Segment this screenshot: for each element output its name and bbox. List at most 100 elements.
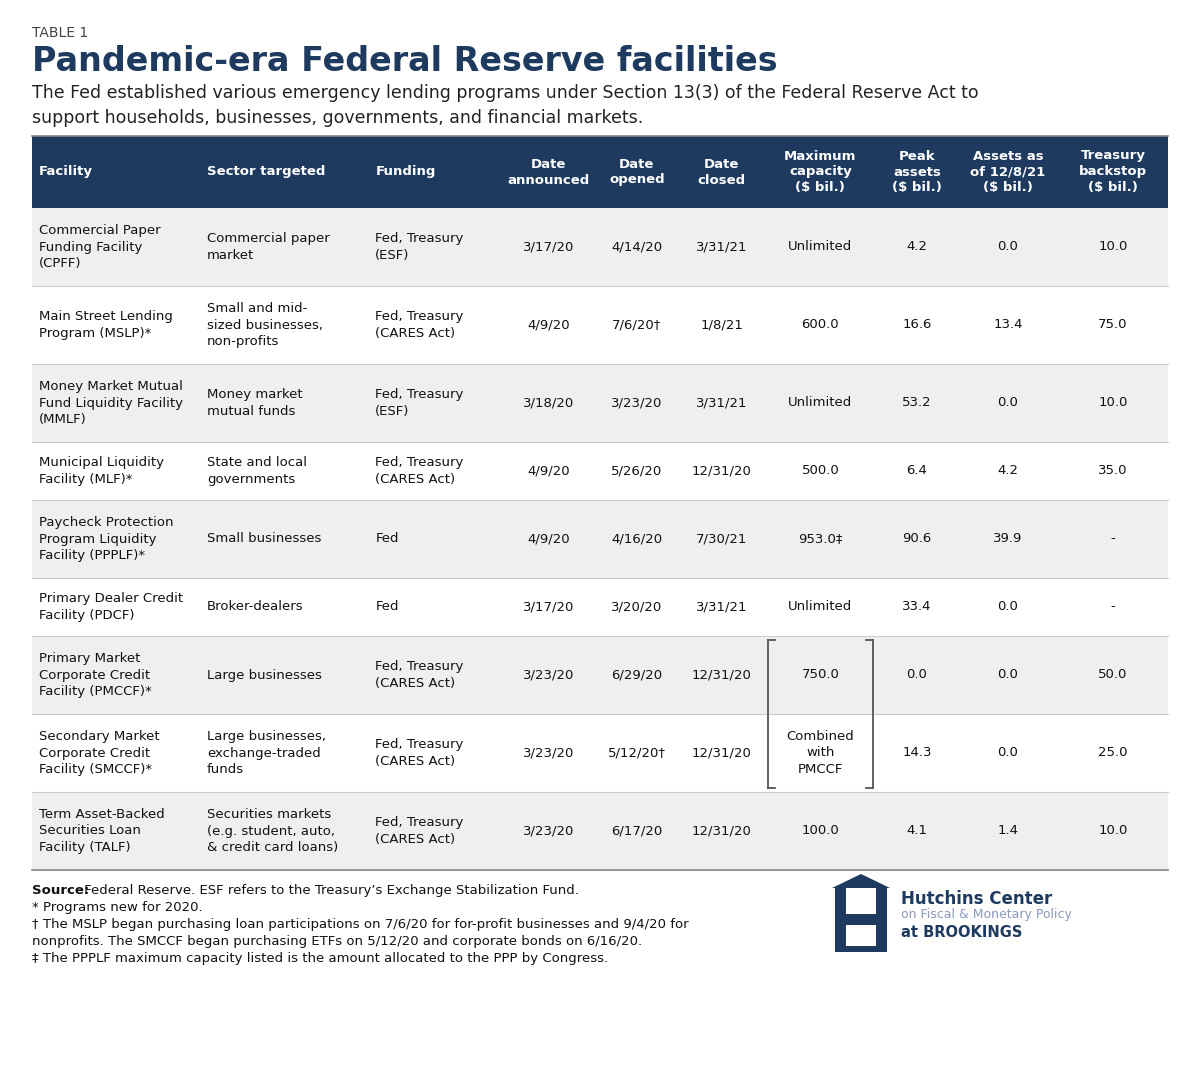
Text: Large businesses: Large businesses: [208, 668, 322, 681]
Text: 0.0: 0.0: [997, 668, 1019, 681]
Text: Unlimited: Unlimited: [788, 601, 852, 614]
Text: 10.0: 10.0: [1098, 825, 1128, 838]
Text: Pandemic-era Federal Reserve facilities: Pandemic-era Federal Reserve facilities: [32, 45, 778, 78]
Text: Facility: Facility: [38, 165, 94, 178]
Text: 90.6: 90.6: [902, 533, 931, 546]
Text: 3/23/20: 3/23/20: [611, 397, 662, 410]
Text: 5/12/20†: 5/12/20†: [608, 747, 666, 760]
Bar: [32, 636, 1168, 713]
Text: 10.0: 10.0: [1098, 397, 1128, 410]
Text: Date
closed: Date closed: [697, 158, 745, 187]
Text: State and local
governments: State and local governments: [208, 456, 307, 485]
Text: Fed, Treasury
(ESF): Fed, Treasury (ESF): [376, 232, 463, 262]
Bar: [835, 913, 887, 925]
Text: 3/20/20: 3/20/20: [611, 601, 662, 614]
Text: Maximum
capacity
($ bil.): Maximum capacity ($ bil.): [784, 149, 857, 195]
Text: 953.0‡: 953.0‡: [798, 533, 842, 546]
Text: 6/17/20: 6/17/20: [611, 825, 662, 838]
Text: 50.0: 50.0: [1098, 668, 1128, 681]
Bar: [835, 946, 887, 952]
Text: 0.0: 0.0: [997, 240, 1019, 254]
Text: nonprofits. The SMCCF began purchasing ETFs on 5/12/20 and corporate bonds on 6/: nonprofits. The SMCCF began purchasing E…: [32, 935, 642, 948]
Text: 1/8/21: 1/8/21: [700, 319, 743, 332]
Text: 3/23/20: 3/23/20: [523, 747, 575, 760]
Text: * Programs new for 2020.: * Programs new for 2020.: [32, 900, 203, 915]
Text: 33.4: 33.4: [902, 601, 931, 614]
Text: on Fiscal & Monetary Policy: on Fiscal & Monetary Policy: [901, 908, 1072, 921]
Bar: [32, 208, 1168, 286]
Text: Date
announced: Date announced: [508, 158, 590, 187]
Text: 750.0: 750.0: [802, 668, 839, 681]
Text: 12/31/20: 12/31/20: [691, 465, 751, 478]
Text: Commercial paper
market: Commercial paper market: [208, 232, 330, 262]
Bar: [32, 136, 1168, 208]
Bar: [32, 578, 1168, 636]
Text: Sector targeted: Sector targeted: [208, 165, 325, 178]
Text: 7/30/21: 7/30/21: [696, 533, 748, 546]
Text: Fed, Treasury
(CARES Act): Fed, Treasury (CARES Act): [376, 456, 463, 485]
Text: 0.0: 0.0: [997, 747, 1019, 760]
Text: Large businesses,
exchange-traded
funds: Large businesses, exchange-traded funds: [208, 730, 326, 776]
Text: Secondary Market
Corporate Credit
Facility (SMCCF)*: Secondary Market Corporate Credit Facili…: [38, 730, 160, 776]
Text: Fed, Treasury
(CARES Act): Fed, Treasury (CARES Act): [376, 816, 463, 845]
Text: Unlimited: Unlimited: [788, 397, 852, 410]
Text: 7/6/20†: 7/6/20†: [612, 319, 661, 332]
Bar: [835, 888, 846, 946]
Text: Main Street Lending
Program (MSLP)*: Main Street Lending Program (MSLP)*: [38, 310, 173, 339]
Text: TABLE 1: TABLE 1: [32, 26, 89, 40]
Text: 4/16/20: 4/16/20: [611, 533, 662, 546]
Text: † The MSLP began purchasing loan participations on 7/6/20 for for-profit busines: † The MSLP began purchasing loan partici…: [32, 918, 689, 931]
Text: Assets as
of 12/8/21
($ bil.): Assets as of 12/8/21 ($ bil.): [970, 149, 1045, 195]
Bar: [32, 713, 1168, 792]
Text: 4.2: 4.2: [906, 240, 928, 254]
Text: 3/17/20: 3/17/20: [523, 240, 575, 254]
Text: Money Market Mutual
Fund Liquidity Facility
(MMLF): Money Market Mutual Fund Liquidity Facil…: [38, 381, 182, 426]
Text: 13.4: 13.4: [994, 319, 1022, 332]
Text: 12/31/20: 12/31/20: [691, 825, 751, 838]
Text: Hutchins Center: Hutchins Center: [901, 890, 1052, 908]
Text: 500.0: 500.0: [802, 465, 839, 478]
Text: 12/31/20: 12/31/20: [691, 747, 751, 760]
Text: 12/31/20: 12/31/20: [691, 668, 751, 681]
Text: 25.0: 25.0: [1098, 747, 1128, 760]
Text: Term Asset-Backed
Securities Loan
Facility (TALF): Term Asset-Backed Securities Loan Facili…: [38, 808, 164, 854]
Text: Small and mid-
sized businesses,
non-profits: Small and mid- sized businesses, non-pro…: [208, 302, 323, 348]
Text: Primary Dealer Credit
Facility (PDCF): Primary Dealer Credit Facility (PDCF): [38, 592, 184, 622]
Text: -: -: [1110, 601, 1115, 614]
Text: 0.0: 0.0: [997, 397, 1019, 410]
Text: 4/9/20: 4/9/20: [528, 319, 570, 332]
Polygon shape: [832, 875, 890, 888]
Text: Fed, Treasury
(CARES Act): Fed, Treasury (CARES Act): [376, 660, 463, 690]
Bar: [32, 442, 1168, 501]
Text: 3/31/21: 3/31/21: [696, 601, 748, 614]
Text: 3/18/20: 3/18/20: [523, 397, 575, 410]
Text: 4.2: 4.2: [997, 465, 1019, 478]
Text: 4.1: 4.1: [906, 825, 928, 838]
Text: Money market
mutual funds: Money market mutual funds: [208, 388, 302, 417]
Text: Small businesses: Small businesses: [208, 533, 322, 546]
Text: 3/23/20: 3/23/20: [523, 668, 575, 681]
Bar: [32, 364, 1168, 442]
Bar: [32, 501, 1168, 578]
Text: 75.0: 75.0: [1098, 319, 1128, 332]
Text: Fed: Fed: [376, 533, 398, 546]
Text: 4/9/20: 4/9/20: [528, 465, 570, 478]
Text: 4/14/20: 4/14/20: [611, 240, 662, 254]
Text: Commercial Paper
Funding Facility
(CPFF): Commercial Paper Funding Facility (CPFF): [38, 224, 161, 270]
Bar: [32, 792, 1168, 870]
Text: Paycheck Protection
Program Liquidity
Facility (PPPLF)*: Paycheck Protection Program Liquidity Fa…: [38, 516, 174, 562]
Text: ‡ The PPPLF maximum capacity listed is the amount allocated to the PPP by Congre: ‡ The PPPLF maximum capacity listed is t…: [32, 952, 608, 965]
Text: 14.3: 14.3: [902, 747, 931, 760]
Text: Securities markets
(e.g. student, auto,
& credit card loans): Securities markets (e.g. student, auto, …: [208, 808, 338, 854]
Text: 35.0: 35.0: [1098, 465, 1128, 478]
Text: Combined
with
PMCCF: Combined with PMCCF: [786, 730, 854, 776]
Text: 6.4: 6.4: [906, 465, 928, 478]
Text: 0.0: 0.0: [997, 601, 1019, 614]
Text: Fed, Treasury
(CARES Act): Fed, Treasury (CARES Act): [376, 310, 463, 339]
Text: 53.2: 53.2: [902, 397, 931, 410]
Text: 39.9: 39.9: [994, 533, 1022, 546]
Text: Source:: Source:: [32, 884, 89, 897]
Text: 3/17/20: 3/17/20: [523, 601, 575, 614]
Bar: [876, 888, 887, 946]
Text: Municipal Liquidity
Facility (MLF)*: Municipal Liquidity Facility (MLF)*: [38, 456, 164, 485]
